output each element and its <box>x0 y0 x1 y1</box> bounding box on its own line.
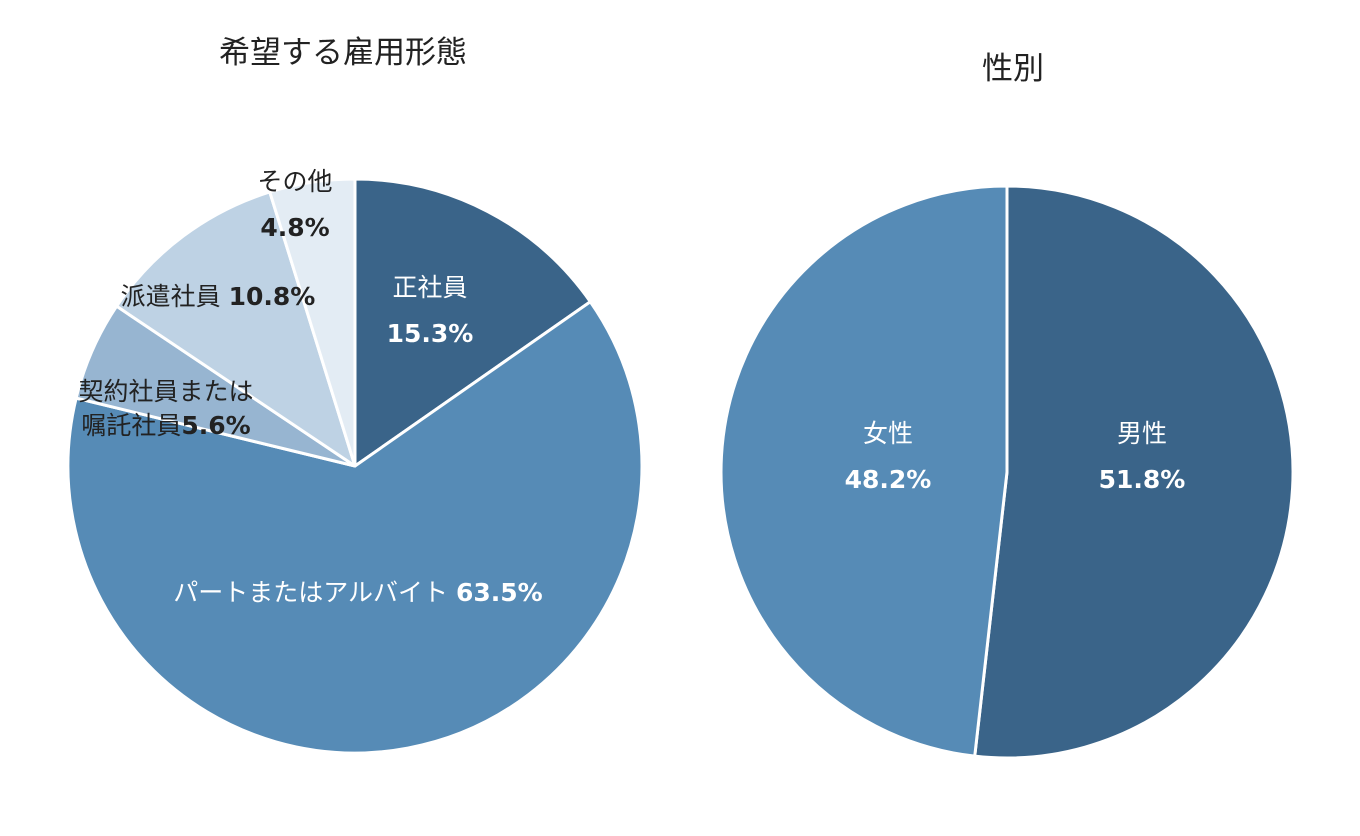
employment-slice-4 <box>268 177 357 468</box>
employment-slice-value-4: 4.8% <box>260 213 329 242</box>
gender-slice-name-0: 男性 <box>1117 419 1167 448</box>
employment-type-chart-title: 希望する雇用形態 <box>219 35 467 71</box>
employment-slice-3 <box>115 190 357 468</box>
employment-slice-name-0: 正社員 <box>392 273 467 302</box>
employment-type-slices <box>66 177 644 755</box>
gender-pie-chart: 性別 男性 51.8% 女性 48.2% <box>719 51 1295 760</box>
employment-slice-label-2-line-0: 契約社員または <box>78 377 253 406</box>
gender-slice-value-1: 48.2% <box>845 465 932 494</box>
employment-slice-1 <box>66 300 644 755</box>
employment-slice-label-2-line-1: 嘱託社員5.6% <box>81 411 250 440</box>
gender-slice-value-0: 51.8% <box>1099 465 1186 494</box>
gender-chart-title: 性別 <box>982 51 1044 87</box>
employment-slice-label-1: パートまたはアルバイト 63.5% <box>173 578 542 607</box>
gender-slice-0 <box>973 184 1295 760</box>
employment-type-pie-chart: 希望する雇用形態 正社員 15.3% パートまたはアルバイト 63.5% 契約社員また… <box>66 35 644 755</box>
gender-slices <box>719 184 1295 760</box>
gender-slice-1 <box>719 184 1009 758</box>
employment-slice-value-0: 15.3% <box>387 319 474 348</box>
gender-slice-name-1: 女性 <box>863 419 913 448</box>
employment-slice-name-4: その他 <box>257 167 332 196</box>
employment-slice-label-3: 派遣社員 10.8% <box>121 282 316 311</box>
employment-slice-0 <box>353 177 592 468</box>
gender-labels: 男性 51.8% 女性 48.2% <box>845 419 1186 494</box>
employment-type-labels: 正社員 15.3% パートまたはアルバイト 63.5% 契約社員または嘱託社員5.6%… <box>78 167 542 607</box>
